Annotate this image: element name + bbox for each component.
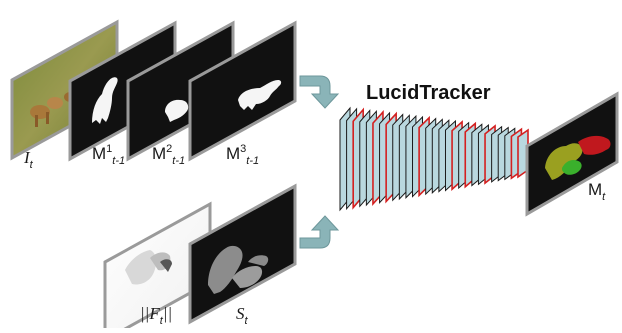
flow-magnitude-panel [103, 201, 212, 333]
label-image-main: I [24, 148, 30, 167]
upper-arrow [299, 75, 340, 109]
label-flow-sub: t [159, 315, 163, 327]
label-output-main: M [588, 180, 603, 199]
label-mask-3-main: M [226, 144, 241, 163]
mask-2-shape [165, 99, 189, 122]
label-mask-2-sub: t-1 [172, 155, 186, 167]
mask-3-shape [238, 80, 282, 110]
network-layers [339, 106, 529, 212]
label-output-sub: t [602, 191, 606, 203]
label-mask-1-sub: t-1 [112, 155, 126, 167]
output-object-red [578, 135, 611, 155]
diagram-title: LucidTracker [366, 82, 491, 104]
label-mask-3: M3t-1 [226, 143, 260, 167]
mask-3-panel [188, 20, 297, 162]
label-mask-2-sup: 2 [166, 143, 173, 155]
label-saliency-main: S [236, 304, 245, 323]
output-object-green [562, 160, 582, 175]
saliency-panel [188, 183, 297, 325]
label-flow-main: ||F [140, 304, 160, 323]
label-mask-2-main: M [152, 144, 167, 163]
label-flow-end: || [162, 304, 173, 323]
output-object-yellow [545, 143, 583, 180]
label-saliency: St [236, 304, 248, 327]
label-saliency-sub: t [244, 315, 248, 327]
label-mask-2: M2t-1 [152, 143, 186, 167]
label-mask-1: M1t-1 [92, 143, 126, 167]
label-mask-3-sub: t-1 [246, 155, 260, 167]
label-mask-3-sup: 3 [240, 143, 247, 155]
label-image: It [24, 148, 33, 171]
label-image-sub: t [29, 159, 33, 171]
lower-arrow [299, 215, 340, 249]
label-output: Mt [588, 180, 606, 203]
label-mask-1-main: M [92, 144, 107, 163]
label-mask-1-sup: 1 [106, 143, 113, 155]
mask-1-shape [92, 77, 118, 124]
output-mask-panel [525, 91, 619, 217]
label-flow: ||Ft|| [140, 304, 173, 327]
